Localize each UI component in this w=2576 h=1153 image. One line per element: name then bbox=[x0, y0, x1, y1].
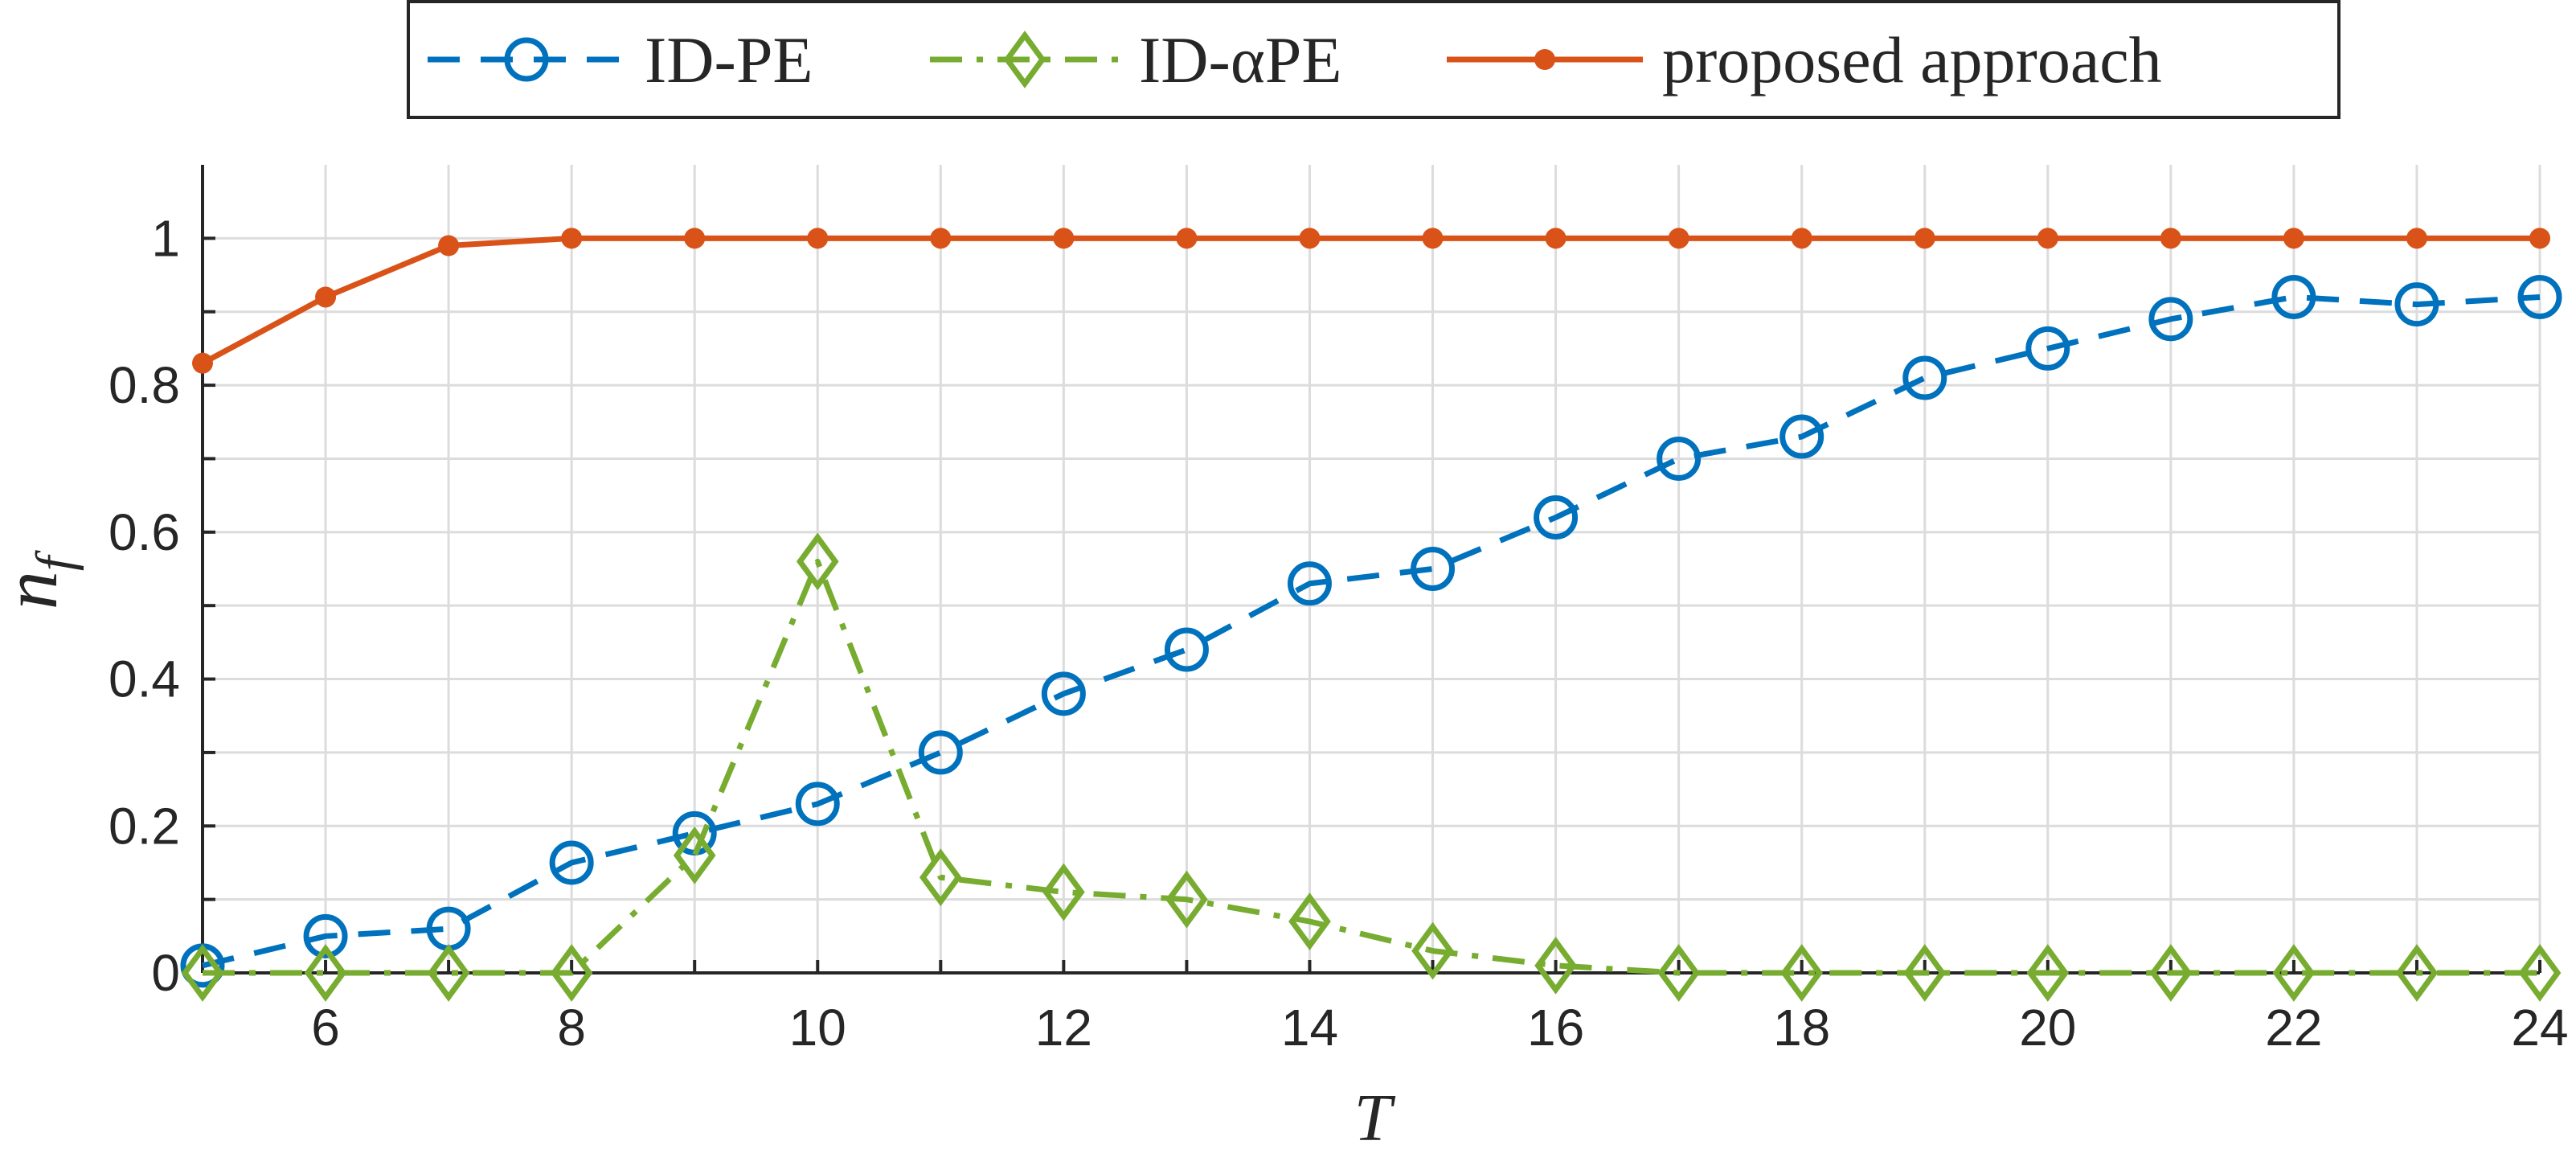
series-1 bbox=[181, 532, 2562, 1002]
x-tick-label: 24 bbox=[2511, 999, 2568, 1057]
data-point bbox=[304, 944, 347, 1002]
legend-swatch-marker bbox=[504, 37, 549, 82]
data-point bbox=[796, 532, 839, 591]
data-point bbox=[2518, 944, 2562, 1002]
legend-label: proposed approach bbox=[1662, 23, 2162, 96]
y-tick-label: 0.4 bbox=[109, 650, 180, 708]
data-point bbox=[1053, 228, 1075, 249]
x-axis-label: T bbox=[1354, 1081, 1396, 1149]
legend-entry: ID-αPE bbox=[930, 23, 1342, 96]
data-point bbox=[549, 840, 594, 885]
data-point bbox=[2148, 297, 2193, 342]
data-point bbox=[181, 944, 224, 1002]
data-point bbox=[2037, 228, 2058, 249]
data-point bbox=[1779, 414, 1824, 459]
data-point bbox=[1165, 870, 1208, 929]
data-point bbox=[438, 235, 460, 256]
data-point bbox=[1411, 547, 1456, 591]
data-point bbox=[1914, 228, 1935, 249]
series-line bbox=[203, 558, 2540, 976]
data-point bbox=[1545, 228, 1566, 249]
legend-swatch-marker bbox=[1534, 49, 1555, 70]
legend-box bbox=[407, 0, 2341, 119]
data-point bbox=[2026, 944, 2070, 1002]
data-point bbox=[1902, 355, 1947, 400]
data-point bbox=[1176, 228, 1198, 249]
data-point bbox=[192, 352, 213, 374]
data-point bbox=[2406, 228, 2427, 249]
series-line bbox=[201, 235, 2540, 366]
data-point bbox=[315, 286, 337, 308]
y-tick-label: 1 bbox=[151, 209, 180, 267]
data-point bbox=[1668, 228, 1689, 249]
series-2 bbox=[192, 228, 2550, 374]
series-layer bbox=[180, 228, 2562, 1002]
data-point bbox=[2271, 274, 2316, 319]
data-point bbox=[1791, 228, 1812, 249]
data-point bbox=[2529, 228, 2550, 249]
x-tick-label: 10 bbox=[789, 999, 846, 1057]
x-tick-label: 6 bbox=[311, 999, 340, 1057]
data-point bbox=[427, 944, 470, 1002]
data-point bbox=[918, 730, 963, 775]
data-point bbox=[1287, 561, 1332, 606]
y-axis-label-sub: f bbox=[26, 550, 84, 571]
data-point bbox=[673, 826, 716, 884]
data-point bbox=[1534, 495, 1579, 540]
legend: ID-PE ID-αPE proposed approach bbox=[407, 0, 2341, 119]
data-point bbox=[1657, 944, 1700, 1002]
series-0 bbox=[180, 274, 2562, 988]
data-point bbox=[1780, 944, 1824, 1002]
data-point bbox=[550, 944, 593, 1002]
data-point bbox=[1657, 436, 1702, 481]
data-point bbox=[2272, 944, 2316, 1002]
x-tick-label: 22 bbox=[2265, 999, 2322, 1057]
y-tick-label: 0.6 bbox=[109, 503, 180, 561]
x-tick-label: 12 bbox=[1035, 999, 1092, 1057]
legend-entry: proposed approach bbox=[1447, 23, 2162, 96]
x-tick-label: 18 bbox=[1773, 999, 1830, 1057]
x-tick-label: 8 bbox=[557, 999, 586, 1057]
x-tick-label: 14 bbox=[1281, 999, 1338, 1057]
labels-layer: T nf bbox=[0, 550, 1396, 1153]
legend-entry: ID-PE bbox=[428, 23, 813, 96]
y-tick-label: 0.8 bbox=[109, 356, 180, 414]
data-point bbox=[303, 913, 348, 958]
x-tick-label: 16 bbox=[1527, 999, 1584, 1057]
data-point bbox=[2517, 274, 2562, 319]
data-point bbox=[2283, 228, 2304, 249]
y-axis-label: nf bbox=[0, 550, 84, 609]
data-point bbox=[684, 228, 706, 249]
data-point bbox=[1042, 863, 1085, 921]
axes-layer: 6 8 10 12 14 16 18 20 22 24 0 0.2 0.4 0.6 0.8 1 bbox=[109, 165, 2569, 1057]
data-point bbox=[2149, 944, 2193, 1002]
data-point bbox=[1411, 921, 1454, 980]
data-point bbox=[1041, 671, 1086, 716]
data-point bbox=[2394, 282, 2439, 327]
data-point bbox=[1903, 944, 1947, 1002]
x-tick-label: 20 bbox=[2019, 999, 2076, 1057]
y-tick-label: 0 bbox=[151, 944, 180, 1002]
data-point bbox=[919, 848, 962, 907]
data-point bbox=[1164, 627, 1209, 672]
legend-label: ID-PE bbox=[645, 23, 813, 96]
legend-swatch-marker bbox=[1003, 31, 1046, 88]
y-tick-label: 0.2 bbox=[109, 797, 180, 855]
data-point bbox=[561, 228, 583, 249]
data-point bbox=[1299, 228, 1321, 249]
y-axis-label-main: n bbox=[0, 571, 73, 609]
legend-label: ID-αPE bbox=[1139, 23, 1342, 96]
data-point bbox=[2160, 228, 2181, 249]
data-point bbox=[795, 782, 840, 827]
data-point bbox=[1288, 892, 1331, 950]
data-point bbox=[930, 228, 952, 249]
data-point bbox=[807, 228, 829, 249]
data-point bbox=[2395, 944, 2439, 1002]
data-point bbox=[2025, 326, 2070, 371]
data-point bbox=[1422, 228, 1444, 249]
data-point bbox=[1534, 936, 1577, 995]
